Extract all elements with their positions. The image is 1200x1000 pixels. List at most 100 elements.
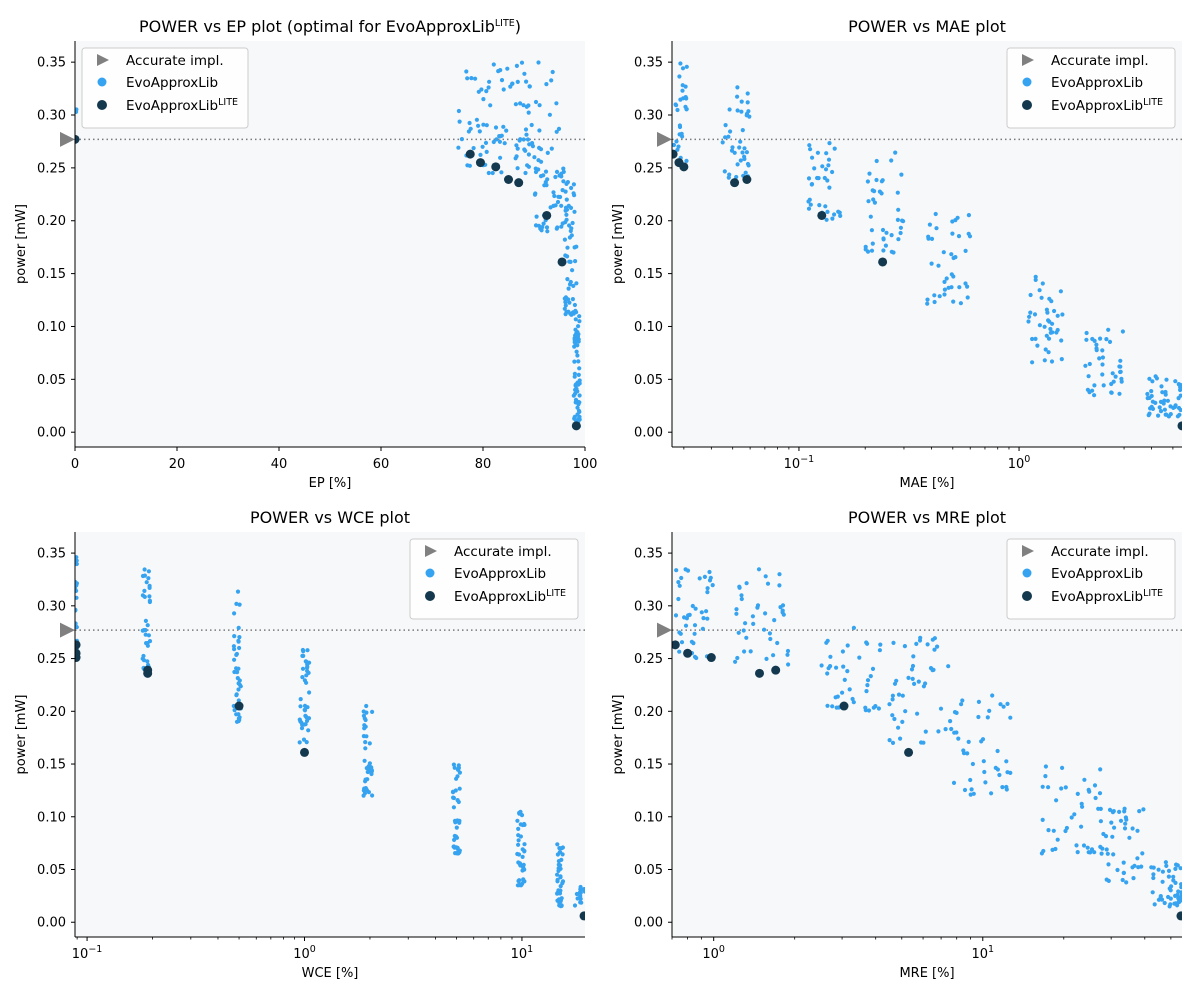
evo-point bbox=[1085, 387, 1090, 392]
evo-point bbox=[928, 666, 934, 671]
x-tick-label: 100 bbox=[1008, 454, 1031, 472]
evo-point bbox=[1092, 850, 1097, 855]
evo-point bbox=[810, 155, 815, 160]
evo-point bbox=[1100, 362, 1105, 367]
evo-point bbox=[1117, 809, 1122, 815]
legend-evo-label: EvoApproxLib bbox=[1051, 566, 1143, 582]
evo-point bbox=[1171, 874, 1176, 879]
evo-point bbox=[459, 137, 464, 142]
evo-point bbox=[508, 84, 513, 89]
evo-point bbox=[1160, 879, 1165, 884]
evo-point bbox=[526, 152, 532, 157]
legend-box bbox=[409, 538, 579, 620]
lite-point bbox=[75, 653, 81, 663]
evo-point bbox=[1168, 902, 1173, 907]
evo-point bbox=[1147, 376, 1152, 381]
evo-point bbox=[955, 215, 960, 220]
evo-point bbox=[75, 608, 78, 613]
lite-point bbox=[542, 210, 552, 220]
evo-point bbox=[1178, 407, 1182, 413]
legend-accurate-label: Accurate impl. bbox=[454, 544, 552, 560]
evo-point bbox=[1121, 860, 1126, 865]
evo-point bbox=[305, 648, 310, 653]
evo-point bbox=[923, 729, 928, 734]
evo-point bbox=[1046, 350, 1051, 355]
evo-point bbox=[1135, 856, 1140, 861]
evo-point bbox=[510, 81, 515, 86]
evo-point bbox=[1107, 807, 1113, 813]
evo-point bbox=[1149, 393, 1154, 399]
evo-point bbox=[744, 581, 749, 586]
chart-title: POWER vs WCE plot bbox=[250, 508, 410, 527]
evo-point bbox=[1110, 371, 1115, 376]
evo-point bbox=[1121, 870, 1126, 875]
evo-point bbox=[737, 145, 742, 150]
evo-point bbox=[868, 214, 873, 219]
evo-point bbox=[558, 884, 563, 889]
evo-point bbox=[819, 663, 824, 668]
evo-point bbox=[1086, 850, 1091, 855]
y-tick-label: 0.20 bbox=[634, 705, 663, 720]
lite-point bbox=[1176, 911, 1182, 921]
evo-point bbox=[559, 224, 564, 229]
evo-point bbox=[1030, 360, 1035, 365]
evo-point bbox=[872, 189, 877, 194]
evo-point bbox=[1100, 372, 1105, 377]
evo-point bbox=[684, 107, 689, 112]
evo-point bbox=[786, 662, 791, 667]
evo-point bbox=[1115, 867, 1120, 873]
evo-point bbox=[569, 185, 574, 191]
evo-point bbox=[1101, 383, 1106, 388]
evo-point bbox=[1163, 389, 1168, 395]
evo-point bbox=[950, 231, 955, 236]
evo-point bbox=[739, 596, 744, 602]
evo-point bbox=[1162, 398, 1167, 403]
evo-point bbox=[1059, 786, 1064, 791]
evo-point bbox=[147, 585, 152, 591]
evo-point bbox=[1158, 895, 1163, 901]
evo-point bbox=[146, 569, 151, 574]
evo-point bbox=[883, 243, 889, 248]
evo-point bbox=[1156, 413, 1161, 418]
evo-point bbox=[1162, 900, 1167, 906]
evo-point bbox=[948, 719, 953, 724]
legend-lite-label: EvoApproxLibLITE bbox=[1051, 97, 1163, 114]
legend: Accurate impl. EvoApproxLib EvoApproxLibLI… bbox=[409, 538, 579, 620]
evo-point bbox=[578, 893, 583, 899]
evo-point bbox=[1043, 764, 1048, 769]
evo-point bbox=[1165, 398, 1170, 403]
y-tick-label: 0.25 bbox=[37, 652, 66, 667]
x-axis-label: WCE [%] bbox=[302, 966, 359, 981]
evo-point bbox=[544, 225, 550, 230]
evo-point bbox=[930, 637, 935, 642]
evo-point bbox=[958, 301, 964, 306]
evo-point bbox=[1123, 821, 1128, 826]
evo-point bbox=[708, 575, 713, 580]
evo-point bbox=[298, 704, 303, 709]
evo-point bbox=[734, 607, 739, 612]
evo-point bbox=[841, 664, 846, 669]
x-tick-label: 60 bbox=[373, 457, 390, 472]
evo-point bbox=[820, 164, 825, 169]
evo-point bbox=[808, 147, 813, 152]
evo-point bbox=[943, 727, 948, 732]
evo-point bbox=[851, 700, 856, 705]
evo-point bbox=[467, 120, 472, 126]
evo-point bbox=[985, 715, 990, 720]
evo-point bbox=[956, 234, 962, 239]
evo-point bbox=[364, 703, 369, 709]
evo-point bbox=[680, 66, 686, 71]
evo-point bbox=[522, 842, 527, 847]
evo-point bbox=[514, 143, 519, 148]
evo-point bbox=[563, 208, 568, 213]
evo-point bbox=[995, 767, 1001, 772]
legend: Accurate impl. EvoApproxLib EvoApproxLibLI… bbox=[1006, 538, 1176, 620]
lite-point bbox=[817, 210, 827, 220]
lite-point bbox=[75, 640, 81, 650]
evo-point bbox=[1119, 379, 1124, 384]
evo-point bbox=[825, 703, 830, 708]
evo-point bbox=[504, 128, 509, 133]
evo-point bbox=[576, 402, 581, 407]
evo-point bbox=[896, 692, 902, 697]
evo-point bbox=[564, 197, 569, 202]
